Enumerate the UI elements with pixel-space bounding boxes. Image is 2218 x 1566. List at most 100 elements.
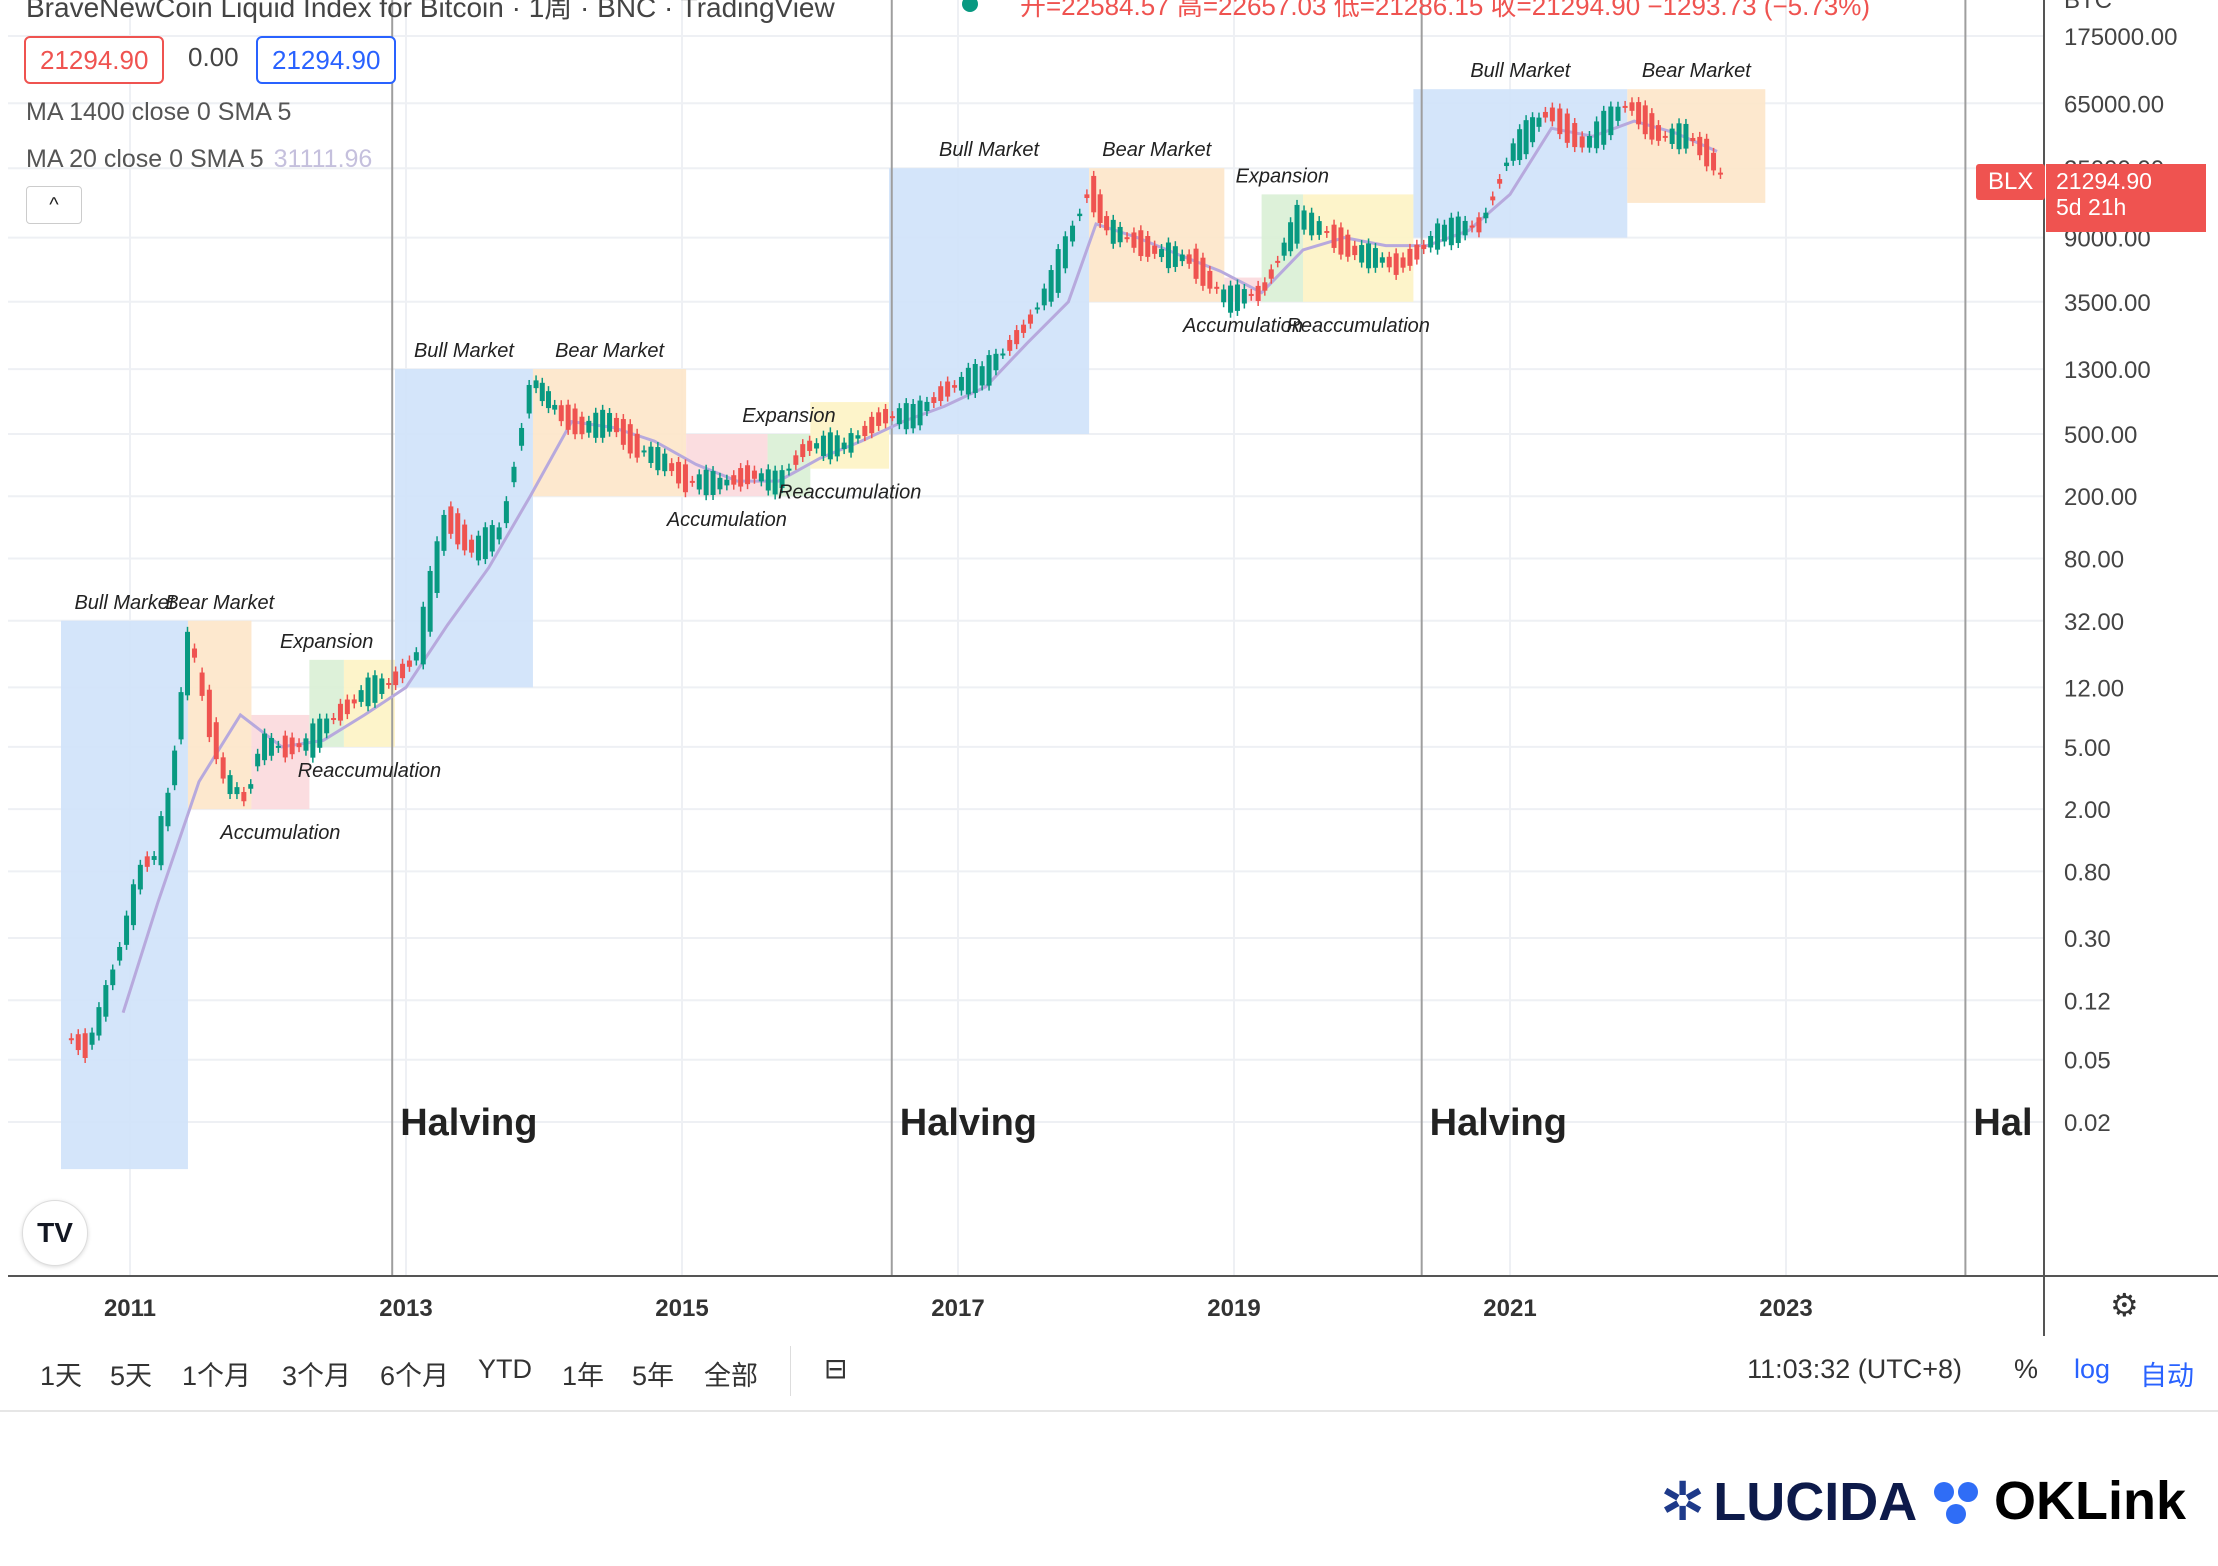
range-ytd-button[interactable]: YTD <box>478 1354 532 1384</box>
candle-body <box>1077 213 1083 217</box>
candle-body <box>1110 219 1116 244</box>
chart-area[interactable]: Bull Market Bear Market Accumulation Expans… <box>0 0 2218 1412</box>
candle-body <box>807 440 813 451</box>
candle-body <box>841 442 847 450</box>
candle-body <box>1530 117 1536 143</box>
range-3m-button[interactable]: 3个月 <box>282 1361 352 1391</box>
candle-body <box>662 453 668 472</box>
candle-body <box>1572 123 1578 148</box>
candle-body <box>475 535 481 561</box>
collapse-legend-button[interactable]: ^ <box>26 186 82 224</box>
candle-body <box>552 404 558 410</box>
ma1400-legend[interactable]: MA 1400 close 0 SMA 5 <box>26 98 291 127</box>
candle-body <box>455 513 461 545</box>
candle-body <box>786 468 792 471</box>
candle-body <box>1579 136 1585 148</box>
candle-body <box>1117 226 1123 243</box>
timezone-clock[interactable]: 11:03:32 (UTC+8) <box>1747 1354 1962 1384</box>
candle-body <box>1228 285 1234 313</box>
range-6m-button[interactable]: 6个月 <box>380 1361 450 1391</box>
candle-body <box>1152 245 1158 254</box>
phase-label: Expansion <box>1236 165 1329 187</box>
candle-body <box>130 884 136 926</box>
candle-body <box>1159 249 1165 258</box>
candle-body <box>365 677 371 707</box>
sell-price-box[interactable]: 21294.90 <box>24 36 165 84</box>
candle-body <box>1704 138 1710 167</box>
ma1400-label: MA 1400 close 0 SMA 5 <box>26 98 292 126</box>
candle-body <box>1557 108 1563 135</box>
candle-body <box>213 722 219 760</box>
candle-body <box>1091 175 1097 213</box>
auto-scale-button[interactable]: 自动 <box>2140 1361 2194 1391</box>
candle-body <box>1393 253 1399 275</box>
y-tick-label: 200.00 <box>2064 484 2137 511</box>
candle-body <box>103 985 109 1017</box>
candle-body <box>1214 286 1220 289</box>
candle-body <box>172 750 178 786</box>
candle-body <box>896 408 902 425</box>
phase-label: Bear Market <box>555 340 665 362</box>
candle-body <box>1021 324 1027 333</box>
candle-body <box>593 412 599 438</box>
calendar-icon[interactable]: ⊟ <box>824 1353 848 1384</box>
candle-body <box>641 450 647 453</box>
candle-body <box>648 446 654 463</box>
phase-label: Bear Market <box>1642 60 1752 82</box>
candle-body <box>1221 289 1227 303</box>
price-chart[interactable]: Bull Market Bear Market Accumulation Expans… <box>0 0 2218 1410</box>
candle-body <box>1301 210 1307 230</box>
candle-body <box>268 737 274 756</box>
candle-body <box>682 464 688 493</box>
candle-body <box>296 743 302 748</box>
phase-label: Bull Market <box>939 139 1040 161</box>
candle-body <box>1629 102 1635 111</box>
phase-label: Bull Market <box>1470 60 1571 82</box>
phase-box <box>1627 89 1766 203</box>
range-5y-button[interactable]: 5年 <box>632 1361 675 1391</box>
candle-body <box>358 690 364 702</box>
candle-body <box>676 461 682 484</box>
candle-body <box>1717 172 1723 175</box>
candle-body <box>1601 110 1607 145</box>
phase-label: Accumulation <box>219 822 340 844</box>
candle-body <box>938 386 944 402</box>
candle-body <box>400 663 406 679</box>
candle-body <box>1642 105 1648 135</box>
toolbar-divider <box>790 1346 791 1396</box>
range-1y-button[interactable]: 1年 <box>562 1361 605 1391</box>
gear-icon[interactable]: ⚙ <box>2110 1287 2139 1323</box>
candle-body <box>1649 113 1655 140</box>
lucida-logo: ✲ LUCIDA <box>1660 1470 1917 1533</box>
range-all-button[interactable]: 全部 <box>704 1361 758 1391</box>
percent-scale-button[interactable]: % <box>2013 1354 2038 1384</box>
candle-body <box>1400 257 1406 268</box>
ma20-legend[interactable]: MA 20 close 0 SMA 5 31111.96 <box>26 145 372 174</box>
candle-body <box>779 470 785 489</box>
y-tick-label: 0.02 <box>2064 1110 2111 1137</box>
candle-body <box>1338 227 1344 255</box>
tradingview-logo[interactable]: TV <box>22 1200 88 1266</box>
candle-body <box>827 432 833 460</box>
candle-body <box>178 692 184 740</box>
candle-body <box>945 381 951 397</box>
candle-body <box>1281 242 1287 256</box>
candle-body <box>1536 117 1542 127</box>
candle-body <box>1324 231 1330 234</box>
range-1d-button[interactable]: 1天 <box>40 1361 83 1391</box>
range-5d-button[interactable]: 5天 <box>110 1361 153 1391</box>
candle-body <box>393 671 399 686</box>
bottom-toolbar: 1天 5天 1个月 3个月 6个月 YTD 1年 5年 全部 ⊟ 11:03:3… <box>0 1336 2218 1408</box>
halving-label: Halving <box>400 1102 537 1144</box>
candle-body <box>793 455 799 465</box>
range-1m-button[interactable]: 1个月 <box>182 1361 252 1391</box>
candle-body <box>1027 314 1033 324</box>
candle-body <box>710 471 716 495</box>
candle-body <box>717 477 723 490</box>
candle-body <box>220 757 226 779</box>
phase-label: Bear Market <box>1102 139 1212 161</box>
log-scale-button[interactable]: log <box>2073 1354 2110 1384</box>
candle-body <box>1441 224 1447 242</box>
phase-label: Bull Market <box>74 592 175 614</box>
buy-price-box[interactable]: 21294.90 <box>256 36 397 84</box>
